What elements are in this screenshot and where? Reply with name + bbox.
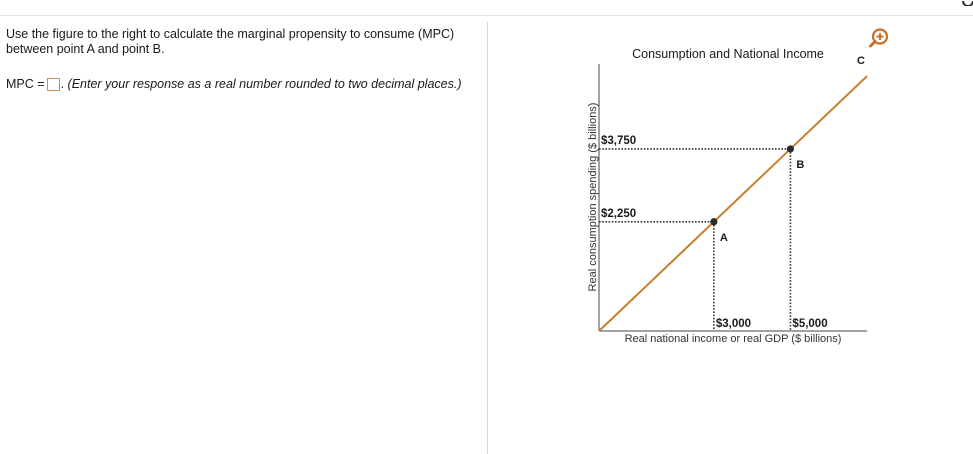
consumption-line [598, 75, 868, 332]
gear-icon[interactable] [958, 0, 973, 6]
top-divider [0, 15, 973, 16]
x-tick-label: $5,000 [792, 318, 827, 330]
y-axis-label: Real consumption spending ($ billions) [587, 103, 599, 292]
y-tick-label: $2,250 [601, 208, 636, 220]
point-b [786, 145, 795, 153]
line-label-c: C [857, 55, 865, 67]
mpc-label: MPC = [6, 77, 45, 91]
panel-divider [487, 22, 488, 454]
zoom-in-icon[interactable] [868, 27, 890, 49]
x-tick-label: $3,000 [716, 318, 751, 330]
answer-line: MPC =. (Enter your response as a real nu… [6, 75, 476, 93]
mpc-suffix: . [60, 77, 65, 91]
chart-title: Consumption and National Income [632, 47, 824, 61]
mpc-input[interactable] [46, 78, 60, 91]
point-label-a: A [720, 232, 728, 244]
answer-instruction: (Enter your response as a real number ro… [67, 77, 462, 91]
point-a [710, 218, 718, 226]
question-text: Use the figure to the right to calculate… [6, 27, 455, 56]
x-axis-label: Real national income or real GDP ($ bill… [625, 333, 842, 345]
consumption-chart: Consumption and National Income Real con… [587, 47, 868, 345]
point-label-b: B [796, 159, 804, 171]
y-tick-label: $3,750 [601, 135, 636, 147]
